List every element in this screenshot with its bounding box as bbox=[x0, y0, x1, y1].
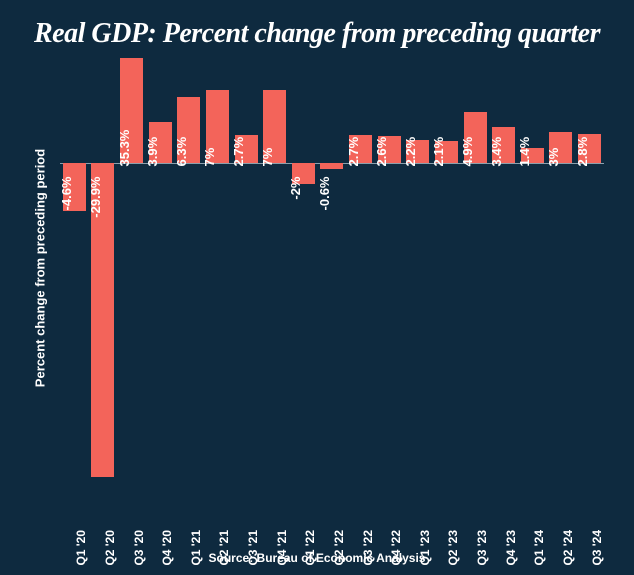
source-text: Source: Bureau of Economic Analysis bbox=[0, 551, 634, 565]
bar-slot: -29.9% bbox=[89, 58, 118, 478]
bar-value-label: -29.9% bbox=[88, 177, 103, 218]
gdp-chart: Real GDP: Percent change from preceding … bbox=[0, 0, 634, 575]
bar bbox=[320, 163, 343, 169]
bar-slot: 1.4% bbox=[518, 58, 547, 478]
chart-title: Real GDP: Percent change from preceding … bbox=[24, 18, 610, 50]
bar-slot: 7% bbox=[203, 58, 232, 478]
bar-value-label: 2.8% bbox=[575, 137, 590, 167]
bar-value-label: 3.9% bbox=[145, 137, 160, 167]
bar-value-label: 2.7% bbox=[231, 137, 246, 167]
bar-value-label: 7% bbox=[260, 148, 275, 167]
bar-value-label: -4.6% bbox=[59, 177, 74, 211]
bar-slot: 2.8% bbox=[575, 58, 604, 478]
bar-slot: 2.7% bbox=[232, 58, 261, 478]
bar-slot: 3% bbox=[547, 58, 576, 478]
bar-slot: 6.3% bbox=[175, 58, 204, 478]
bar-value-label: 3.4% bbox=[489, 137, 504, 167]
bar-value-label: 4.9% bbox=[460, 137, 475, 167]
bar-slot: 3.4% bbox=[489, 58, 518, 478]
bar-slot: 35.3% bbox=[117, 58, 146, 478]
bar-slot: -4.6% bbox=[60, 58, 89, 478]
bar-value-label: 1.4% bbox=[517, 137, 532, 167]
plot-area: Percent change from preceding period -4.… bbox=[60, 58, 604, 478]
bar-slot: -0.6% bbox=[318, 58, 347, 478]
bar-value-label: 2.7% bbox=[346, 137, 361, 167]
bar-slot: 4.9% bbox=[461, 58, 490, 478]
bar-slot: -2% bbox=[289, 58, 318, 478]
bar-slot: 2.2% bbox=[404, 58, 433, 478]
bar-value-label: 2.1% bbox=[431, 137, 446, 167]
bar-slot: 2.7% bbox=[346, 58, 375, 478]
bar-value-label: 2.6% bbox=[374, 137, 389, 167]
bar-value-label: -0.6% bbox=[317, 177, 332, 211]
bar-slot: 3.9% bbox=[146, 58, 175, 478]
bar-value-label: 7% bbox=[202, 148, 217, 167]
y-axis-label: Percent change from preceding period bbox=[33, 149, 48, 387]
bar-value-label: 6.3% bbox=[174, 137, 189, 167]
bar-slot: 7% bbox=[260, 58, 289, 478]
bars-region: -4.6% -29.9% 35.3% 3.9% 6.3% 7% 2.7% 7% -2% -0.6%… bbox=[60, 58, 604, 478]
bar-value-label: 2.2% bbox=[403, 137, 418, 167]
bar-slot: 2.1% bbox=[432, 58, 461, 478]
bar-slot: 2.6% bbox=[375, 58, 404, 478]
bar-value-label: 35.3% bbox=[117, 130, 132, 167]
bar-value-label: 3% bbox=[546, 148, 561, 167]
bar-value-label: -2% bbox=[288, 177, 303, 200]
